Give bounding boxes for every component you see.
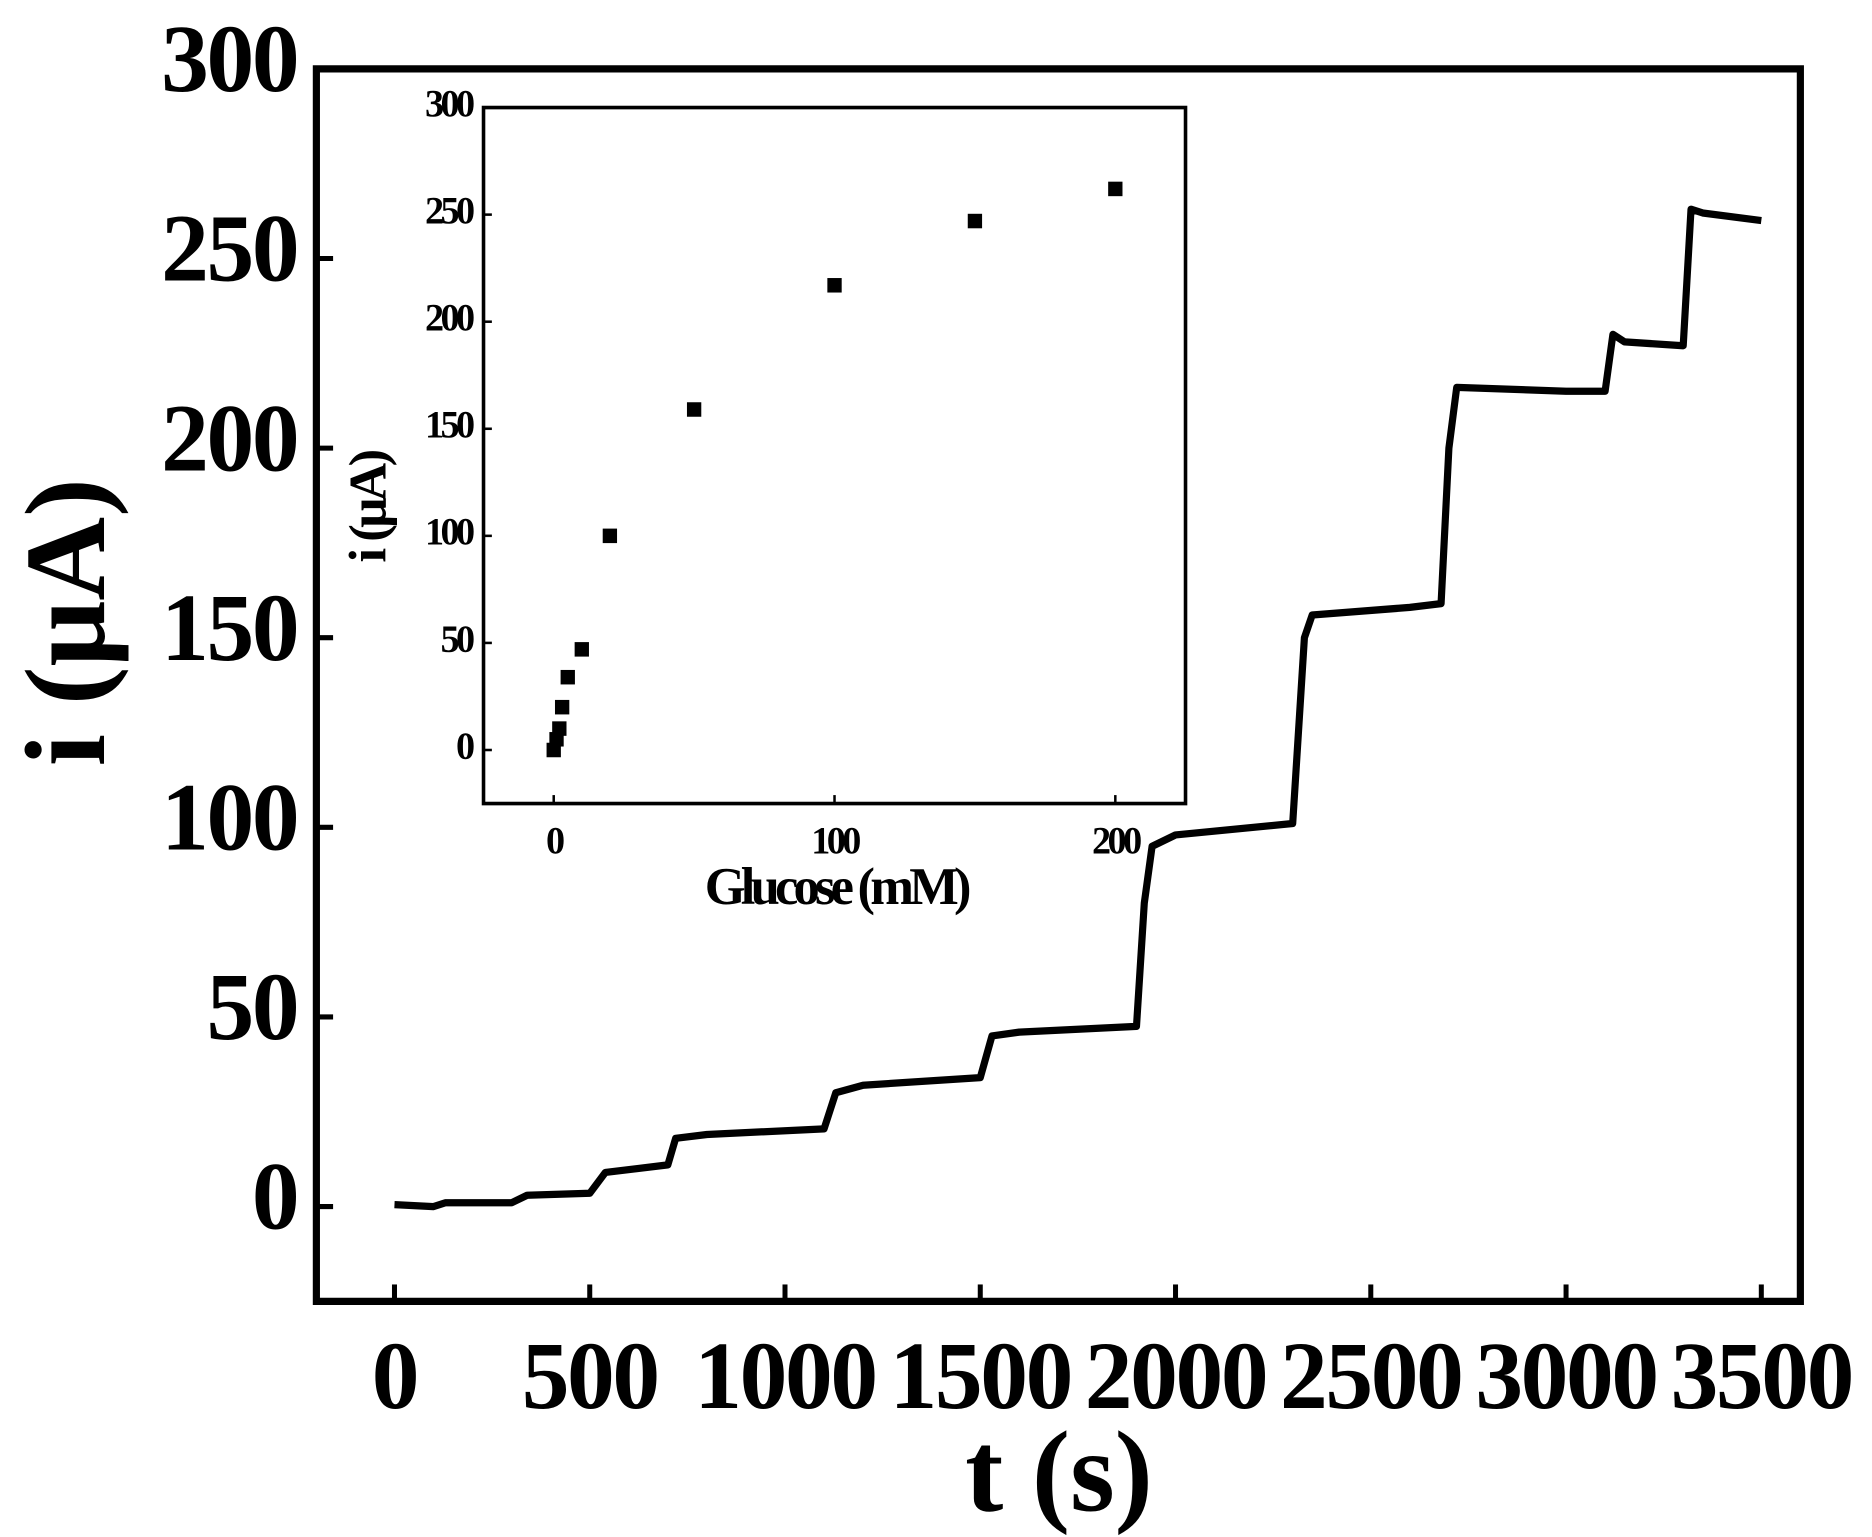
y-tick-label: 50 xyxy=(207,953,298,1061)
data-point xyxy=(552,721,567,736)
x-axis-label: t (s) xyxy=(965,1407,1153,1536)
data-point xyxy=(602,528,618,544)
x-tick-label: 0 xyxy=(546,820,564,862)
y-tick-label: 0 xyxy=(456,726,474,768)
x-tick-label: 3500 xyxy=(1671,1322,1852,1430)
y-tick-label: 150 xyxy=(425,404,474,446)
x-tick-label: 2000 xyxy=(1085,1322,1266,1430)
y-tick-label: 50 xyxy=(441,619,474,661)
y-tick-label: 0 xyxy=(252,1142,297,1250)
y-axis-label: i (μA) xyxy=(340,450,398,562)
x-tick-label: 100 xyxy=(811,820,860,862)
plot-frame xyxy=(312,65,1804,1305)
x-tick-label: 3000 xyxy=(1475,1322,1656,1430)
y-tick-label: 150 xyxy=(161,573,297,681)
plot-frame xyxy=(481,105,1188,806)
x-tick-label: 1500 xyxy=(890,1322,1071,1430)
data-point xyxy=(686,402,702,417)
y-tick-label: 100 xyxy=(161,763,297,871)
x-tick-label: 200 xyxy=(1092,820,1141,862)
x-tick-label: 0 xyxy=(372,1322,417,1430)
x-tick-label: 500 xyxy=(522,1322,658,1430)
data-line xyxy=(394,205,1762,1211)
inset-plot: 0 100 200 0 50 100 150 200 250 300 Glucose (mM) i (… xyxy=(340,83,1188,916)
y-axis-label: i (μA) xyxy=(2,478,129,766)
data-point xyxy=(560,669,575,685)
y-tick-label: 100 xyxy=(425,512,474,554)
y-tick-label: 200 xyxy=(425,297,474,339)
data-point xyxy=(574,642,589,657)
y-tick-label: 300 xyxy=(425,83,474,125)
y-tick-label: 250 xyxy=(425,190,474,232)
y-tick-label: 300 xyxy=(161,5,297,113)
data-point xyxy=(554,699,570,715)
x-axis-label: Glucose (mM) xyxy=(705,858,970,916)
x-tick-label: 2500 xyxy=(1280,1322,1461,1430)
x-tick-label: 1000 xyxy=(694,1322,875,1430)
y-tick-label: 250 xyxy=(161,194,297,302)
data-point xyxy=(967,213,983,229)
main-plot: 0 500 1000 1500 2000 2500 3000 3500050100150200… xyxy=(2,5,1855,1536)
data-point xyxy=(1108,181,1123,197)
data-point xyxy=(827,278,842,293)
y-tick-label: 200 xyxy=(161,384,297,492)
